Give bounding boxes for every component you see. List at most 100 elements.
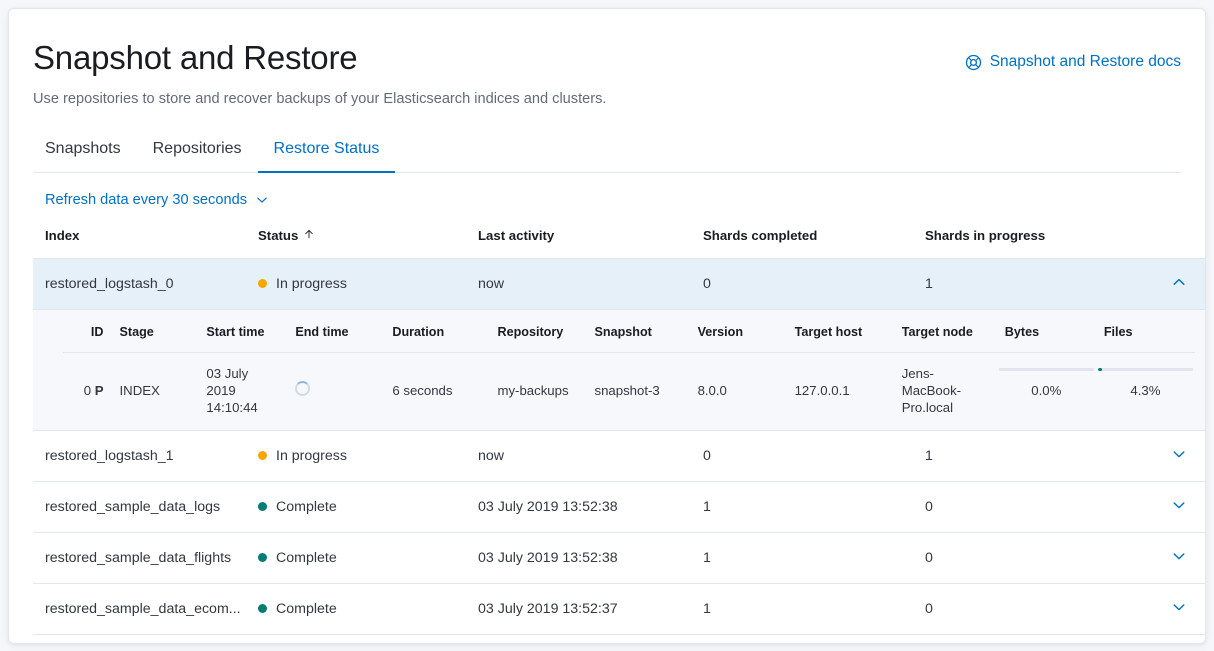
cell-status: In progress <box>258 258 478 310</box>
sort-up-arrow-icon <box>303 227 315 245</box>
cell-toggle <box>1153 481 1205 533</box>
page-header: Snapshot and Restore Snapshot and Restor… <box>33 33 1181 78</box>
cell-shards-in-progress: 0 <box>925 532 1153 584</box>
row-expand-button[interactable] <box>1167 495 1191 518</box>
cell-last-activity: 03 July 2019 13:52:38 <box>478 481 703 533</box>
bytes-progress: 0.0% <box>998 368 1094 399</box>
shard-detail-body: 0 P INDEX 03 July 2019 14:10:44 <box>63 353 1195 431</box>
chevron-down-icon <box>1171 548 1187 567</box>
table-row[interactable]: restored_sample_data_logs Complete 03 Ju… <box>33 481 1205 533</box>
status-dot-complete <box>258 502 267 512</box>
cell-start-time: 03 July 2019 14:10:44 <box>198 353 287 431</box>
row-collapse-button[interactable] <box>1167 272 1191 295</box>
table-header: Index Status <box>33 227 1205 259</box>
page-subtitle: Use repositories to store and recover ba… <box>33 91 607 107</box>
column-header-repository: Repository <box>489 310 587 353</box>
cell-duration: 6 seconds <box>392 383 453 398</box>
cell-status: In progress <box>258 430 478 482</box>
content-card: Snapshot and Restore Snapshot and Restor… <box>8 8 1206 644</box>
help-life-ring-icon <box>965 54 982 71</box>
cell-toggle <box>1153 583 1205 635</box>
target-node-line-2: Pro.local <box>901 400 954 415</box>
shard-detail-container: ID Stage Start time End time Duration Re… <box>33 310 1205 431</box>
cell-status: Complete <box>258 583 478 635</box>
chevron-down-icon <box>1171 599 1187 618</box>
column-header-last-activity[interactable]: Last activity <box>478 227 703 259</box>
status-label: Complete <box>276 498 337 515</box>
cell-index: restored_logstash_0 <box>33 258 258 310</box>
row-expand-button[interactable] <box>1167 597 1191 620</box>
cell-stage: INDEX <box>119 383 160 398</box>
cell-shards-completed: 0 <box>703 258 925 310</box>
target-node-line-1: Jens-MacBook- <box>901 366 962 398</box>
column-header-version: Version <box>689 310 787 353</box>
table-row[interactable]: restored_logstash_0 In progress now 0 1 <box>33 258 1205 310</box>
files-progress-track <box>1097 368 1193 371</box>
shard-primary-flag: P <box>94 383 104 398</box>
refresh-interval-button[interactable]: Refresh data every 30 seconds <box>45 190 269 210</box>
cell-shards-completed: 0 <box>703 430 925 482</box>
bytes-progress-track <box>998 368 1094 371</box>
column-header-shards-in-progress[interactable]: Shards in progress <box>925 227 1153 259</box>
chevron-down-icon <box>1171 497 1187 516</box>
files-progress-fill <box>1097 368 1102 371</box>
tab-restore-status[interactable]: Restore Status <box>257 132 396 173</box>
row-expand-button[interactable] <box>1167 444 1191 467</box>
table-row[interactable]: restored_sample_data_flights Complete 03… <box>33 532 1205 584</box>
cell-index: restored_logstash_1 <box>33 430 258 482</box>
column-header-start-time: Start time <box>198 310 288 353</box>
tab-repositories[interactable]: Repositories <box>137 132 258 172</box>
docs-link-label: Snapshot and Restore docs <box>989 53 1181 70</box>
refresh-toolbar: Refresh data every 30 seconds <box>33 173 1181 210</box>
status-dot-complete <box>258 553 267 563</box>
cell-last-activity: now <box>478 430 703 482</box>
cell-bytes-progress: 0.0% <box>997 353 1096 431</box>
cell-shards-in-progress: 0 <box>925 481 1153 533</box>
table-row[interactable]: restored_logstash_1 In progress now 0 1 <box>33 430 1205 482</box>
cell-index: restored_sample_data_ecom... <box>33 583 258 635</box>
cell-target-host: 127.0.0.1 <box>794 383 850 398</box>
table-footer: Rows per page: 20 <box>33 635 1181 643</box>
column-header-files: Files <box>1095 310 1195 353</box>
cell-last-activity: 03 July 2019 13:52:37 <box>478 583 703 635</box>
column-header-id: ID <box>63 310 112 353</box>
table-body: restored_logstash_0 In progress now 0 1 <box>33 258 1205 635</box>
chevron-down-icon <box>255 193 269 207</box>
refresh-interval-label: Refresh data every 30 seconds <box>45 192 247 208</box>
cell-last-activity: now <box>478 258 703 310</box>
status-dot-complete <box>258 604 267 614</box>
cell-shards-in-progress: 0 <box>925 583 1153 635</box>
cell-shards-completed: 1 <box>703 583 925 635</box>
column-header-target-host: Target host <box>786 310 894 353</box>
loading-spinner-icon <box>295 381 311 396</box>
snapshot-restore-docs-link[interactable]: Snapshot and Restore docs <box>965 52 1181 72</box>
cell-files-progress: 4.3% <box>1096 353 1195 431</box>
page-title: Snapshot and Restore <box>33 39 358 76</box>
bytes-progress-label: 0.0% <box>1031 383 1062 398</box>
start-time-clock: 14:10:44 <box>206 400 258 415</box>
tab-snapshots[interactable]: Snapshots <box>33 132 137 172</box>
column-header-duration: Duration <box>384 310 490 353</box>
column-header-target-node: Target node <box>893 310 997 353</box>
column-header-shards-completed[interactable]: Shards completed <box>703 227 925 259</box>
cell-shards-in-progress: 1 <box>925 430 1153 482</box>
status-label: In progress <box>276 447 347 464</box>
status-label: Complete <box>276 549 337 566</box>
cell-target-node: Jens-MacBook- Pro.local <box>894 353 997 431</box>
shard-id-number: 0 <box>83 383 92 398</box>
column-header-status[interactable]: Status <box>258 227 478 259</box>
files-progress: 4.3% <box>1097 368 1193 399</box>
table-row[interactable]: restored_sample_data_ecom... Complete 03… <box>33 583 1205 635</box>
column-header-stage: Stage <box>111 310 199 353</box>
cell-index: restored_sample_data_logs <box>33 481 258 533</box>
cell-toggle <box>1153 532 1205 584</box>
status-label: In progress <box>276 275 347 292</box>
cell-index: restored_sample_data_flights <box>33 532 258 584</box>
table-header-row: Index Status <box>33 227 1205 259</box>
row-expand-button[interactable] <box>1167 546 1191 569</box>
cell-snapshot: snapshot-3 <box>594 383 660 398</box>
status-dot-in-progress <box>258 279 267 289</box>
column-header-index[interactable]: Index <box>33 227 258 259</box>
card-inner: Snapshot and Restore Snapshot and Restor… <box>9 9 1205 643</box>
